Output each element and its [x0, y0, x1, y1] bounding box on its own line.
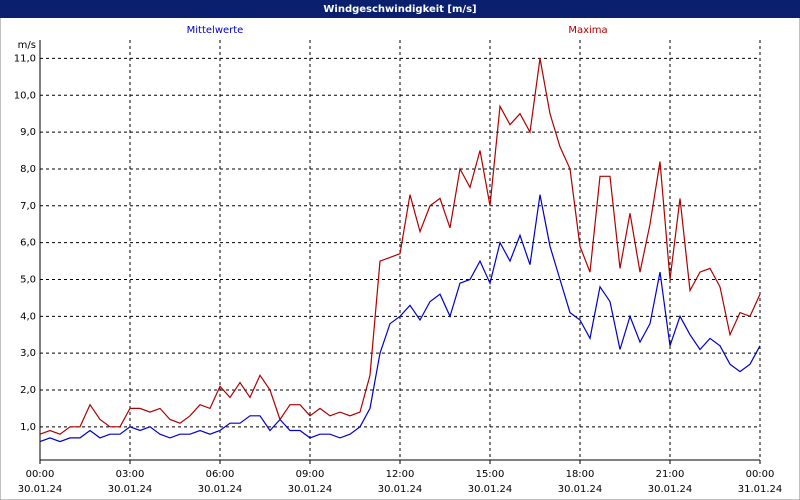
series-line [39, 58, 761, 435]
legend-entry: Mittelwerte [187, 25, 244, 36]
x-tick-label: 00:00 [746, 469, 775, 480]
series-line [39, 194, 761, 443]
y-tick-label: 3,0 [20, 348, 36, 359]
x-tick-date: 30.01.24 [648, 484, 693, 495]
y-tick-label: 5,0 [20, 274, 36, 285]
y-tick-label: 8,0 [20, 164, 36, 175]
legend-entry: Maxima [568, 25, 607, 36]
y-tick-label: 4,0 [20, 311, 36, 322]
x-tick-date: 30.01.24 [468, 484, 513, 495]
x-tick-label: 06:00 [206, 469, 235, 480]
x-tick-label: 12:00 [386, 469, 415, 480]
title-bar [0, 0, 800, 18]
x-tick-label: 21:00 [656, 469, 685, 480]
x-tick-label: 18:00 [566, 469, 595, 480]
x-tick-date: 31.01.24 [738, 484, 783, 495]
x-tick-date: 30.01.24 [198, 484, 243, 495]
y-tick-label: 7,0 [20, 201, 36, 212]
y-tick-label: 9,0 [20, 127, 36, 138]
y-tick-label: 10,0 [14, 90, 36, 101]
y-tick-label: 11,0 [14, 53, 36, 64]
y-tick-label: 6,0 [20, 238, 36, 249]
x-tick-date: 30.01.24 [558, 484, 603, 495]
chart-title: Windgeschwindigkeit [m/s] [323, 4, 476, 15]
x-tick-date: 30.01.24 [288, 484, 333, 495]
x-tick-label: 15:00 [476, 469, 505, 480]
x-tick-date: 30.01.24 [18, 484, 63, 495]
x-tick-label: 03:00 [116, 469, 145, 480]
x-tick-label: 09:00 [296, 469, 325, 480]
y-unit: m/s [18, 40, 36, 51]
x-tick-date: 30.01.24 [108, 484, 153, 495]
y-tick-label: 1,0 [20, 422, 36, 433]
y-tick-label: 2,0 [20, 385, 36, 396]
x-tick-date: 30.01.24 [378, 484, 423, 495]
x-tick-label: 00:00 [26, 469, 55, 480]
